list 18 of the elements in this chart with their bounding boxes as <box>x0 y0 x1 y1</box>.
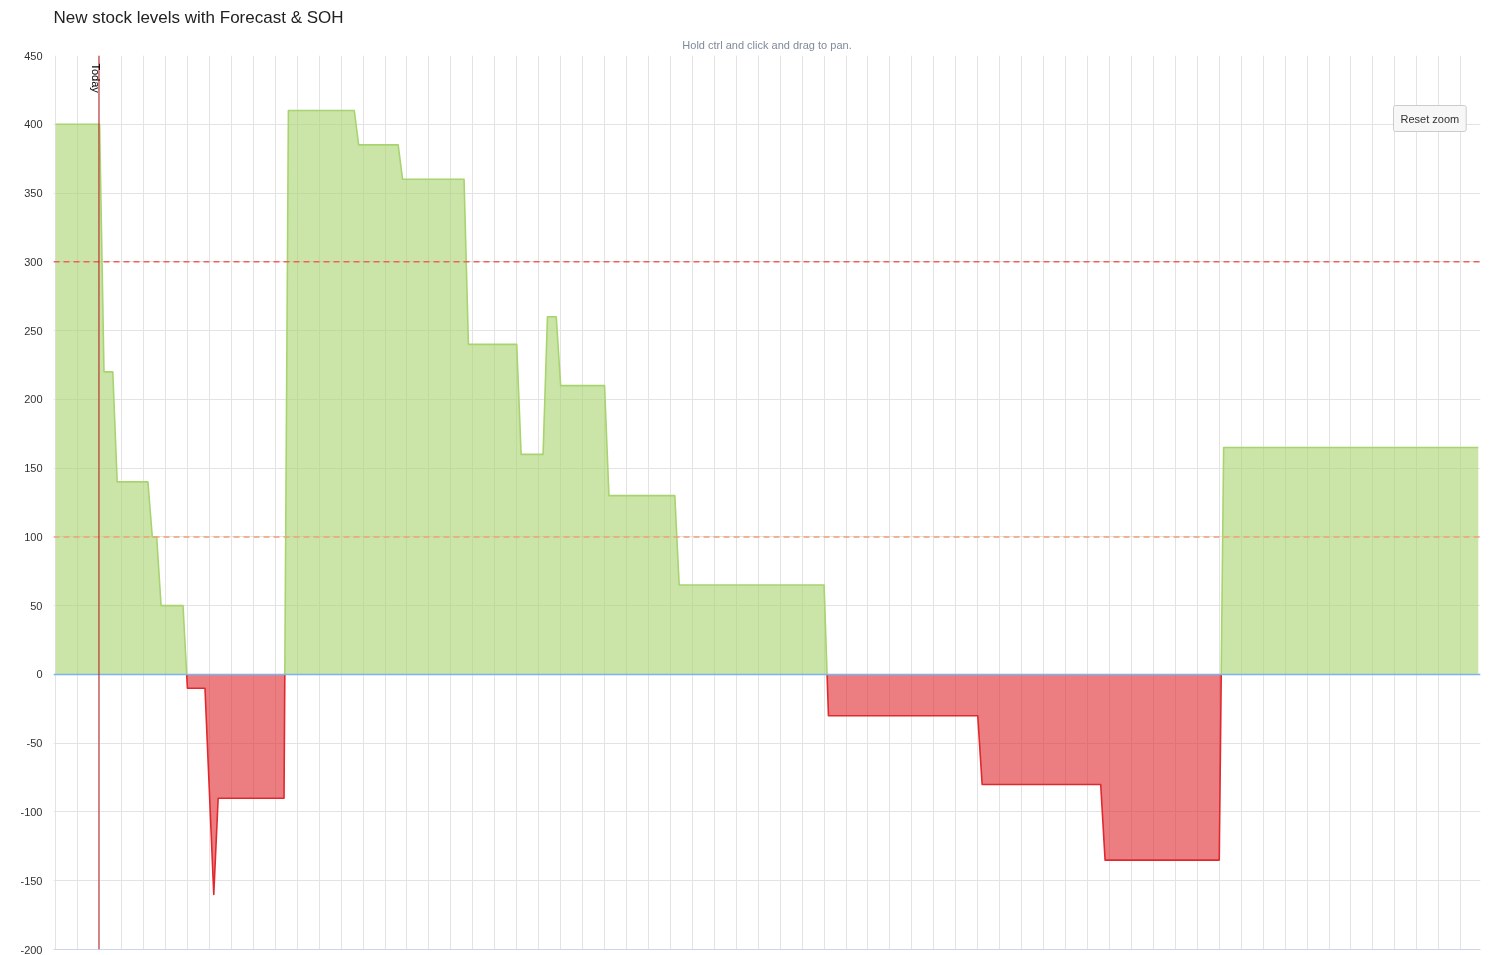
y-tick-label: -150 <box>20 874 43 887</box>
y-tick-label: 350 <box>24 187 43 200</box>
y-tick-label: 300 <box>24 255 43 268</box>
y-tick-label: 0 <box>36 668 43 681</box>
y-tick-label: 450 <box>24 49 43 62</box>
y-tick-label: 250 <box>24 324 43 337</box>
chart-title: New stock levels with Forecast & SOH <box>53 7 344 27</box>
y-tick-label: 100 <box>24 530 43 543</box>
annotation: Today <box>89 63 102 94</box>
y-tick-label: 150 <box>24 462 43 475</box>
chart-subtitle: Hold ctrl and click and drag to pan. <box>682 38 852 51</box>
y-tick-label: 50 <box>30 599 43 612</box>
annotation: Reset zoom <box>1400 112 1460 125</box>
y-tick-label: 200 <box>24 393 43 406</box>
y-tick-label: 400 <box>24 118 43 131</box>
y-tick-label: -50 <box>26 737 43 750</box>
y-tick-label: -200 <box>20 943 43 955</box>
y-tick-label: -100 <box>20 805 43 818</box>
